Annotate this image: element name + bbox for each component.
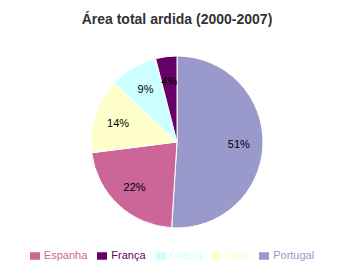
html-text:França: França (111, 248, 146, 261)
svg-text:14%: 14% (107, 117, 129, 129)
svg-text:22%: 22% (124, 181, 146, 193)
svg-text:51%: 51% (228, 138, 250, 150)
html-text:Espanha: Espanha (43, 248, 88, 261)
svg-text:9%: 9% (138, 83, 154, 95)
svg-text:4%: 4% (161, 75, 177, 87)
html-text:Grécia: Grécia (169, 248, 202, 261)
html-text:Itália: Itália (225, 248, 250, 261)
html-text:Portugal: Portugal (273, 248, 315, 261)
html-text:Área total ardida (2000-2007): Área total ardida (2000-2007) (81, 11, 273, 27)
